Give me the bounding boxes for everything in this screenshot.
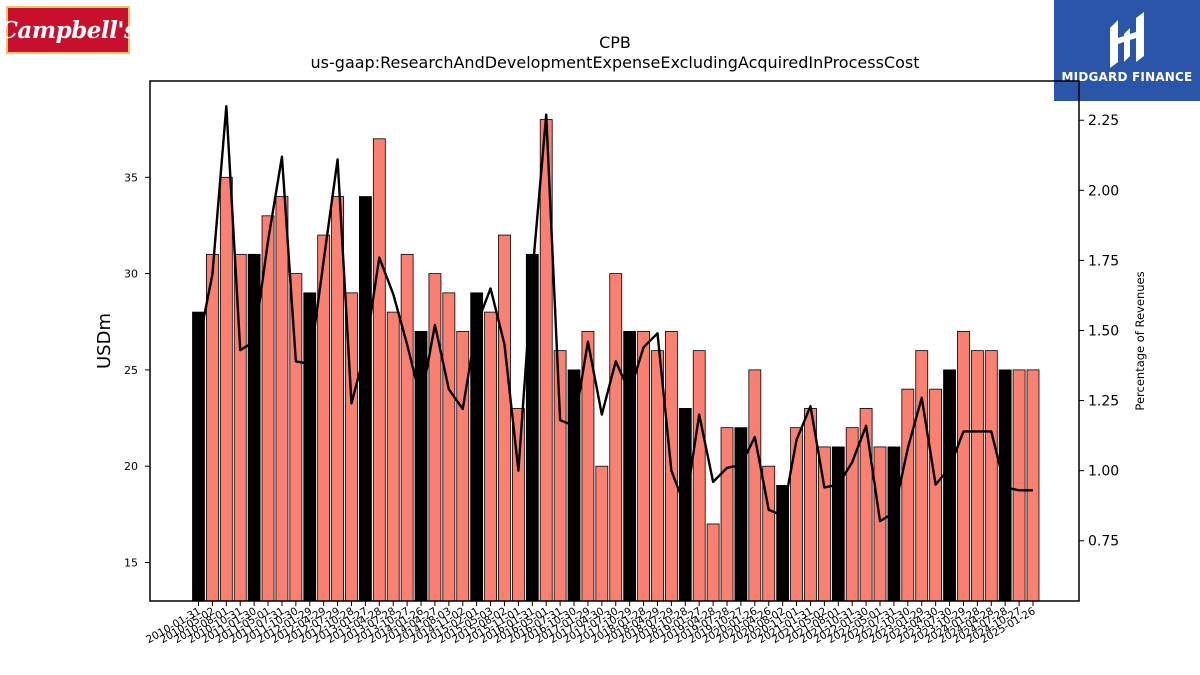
bar-2010-10-31 <box>233 253 247 602</box>
chart-subtitle: us-gaap:ResearchAndDevelopmentExpenseExc… <box>311 53 920 72</box>
bar-2021-05-02 <box>817 446 831 602</box>
bar-2010-01-31 <box>192 311 205 602</box>
bar-2010-05-02 <box>206 253 219 602</box>
bar-2018-04-29 <box>651 350 664 602</box>
y2-axis-label: Percentage of Revenues <box>1133 271 1147 410</box>
bar-2015-05-03 <box>484 311 497 602</box>
campbells-logo: Campbell's <box>0 6 137 54</box>
y2-tick-label: 1.00 <box>1088 464 1119 480</box>
y-tick-label: 20 <box>124 460 138 473</box>
plot-frame <box>149 80 1080 602</box>
axes-layer: 15202530350.751.001.251.501.752.002.2520… <box>124 113 1119 646</box>
bar-2023-01-29 <box>915 350 929 602</box>
y-tick-label: 30 <box>124 268 138 281</box>
bar-2019-01-27 <box>692 350 706 602</box>
bar-2020-08-02 <box>776 485 790 602</box>
campbells-logo-text: Campbell's <box>0 16 137 44</box>
y-axis-label: USDm <box>94 313 115 369</box>
y2-tick-label: 1.50 <box>1088 323 1119 339</box>
bar-2019-10-27 <box>734 427 748 602</box>
bar-2015-08-02 <box>498 234 511 602</box>
bar-2019-07-28 <box>720 427 734 602</box>
bar-2022-07-31 <box>887 446 901 602</box>
y-tick-label: 25 <box>124 364 138 377</box>
y2-tick-label: 0.75 <box>1088 534 1119 550</box>
bar-2015-02-01 <box>470 292 484 602</box>
bar-2017-04-30 <box>595 465 609 602</box>
bar-2025-01-26 <box>1026 369 1040 602</box>
bar-2019-04-28 <box>706 523 720 602</box>
y2-tick-label: 2.00 <box>1088 183 1119 199</box>
bar-2012-07-29 <box>331 196 344 602</box>
bar-2014-04-27 <box>428 273 442 602</box>
y-tick-label: 15 <box>124 556 138 569</box>
bar-2017-10-29 <box>623 330 637 602</box>
bar-2014-11-02 <box>456 330 470 602</box>
bar-2010-08-01 <box>219 176 233 602</box>
bar-2013-01-27 <box>358 196 372 602</box>
bar-2017-07-30 <box>609 273 623 602</box>
y2-tick-label: 2.25 <box>1088 113 1119 129</box>
bar-2023-07-30 <box>943 369 956 602</box>
midgard-logo-icon <box>1110 12 1144 68</box>
bar-2016-01-31 <box>525 253 539 602</box>
y2-tick-label: 1.25 <box>1088 394 1119 410</box>
y-tick-label: 35 <box>124 171 138 184</box>
bar-2020-01-26 <box>748 369 762 602</box>
bar-2022-05-01 <box>873 446 887 602</box>
bar-2013-04-28 <box>372 138 386 602</box>
bar-2024-01-28 <box>970 350 984 602</box>
pct-revenue-line <box>197 105 1033 523</box>
bar-2018-01-28 <box>637 330 650 602</box>
bar-2024-10-27 <box>1012 369 1026 602</box>
bar-2016-07-31 <box>553 350 567 602</box>
bar-2023-04-30 <box>929 388 943 602</box>
bar-2022-10-30 <box>901 388 915 602</box>
chart-title: CPB <box>599 33 631 52</box>
line-layer <box>197 105 1033 523</box>
bar-2020-11-01 <box>790 427 803 602</box>
bar-2021-08-01 <box>831 446 845 602</box>
y2-tick-label: 1.75 <box>1088 253 1119 269</box>
midgard-logo-text: MIDGARD FINANCE <box>1061 70 1193 84</box>
bar-2013-07-28 <box>386 311 400 602</box>
bar-2011-07-31 <box>275 196 289 602</box>
bar-2011-10-30 <box>289 273 303 602</box>
bar-2024-04-28 <box>984 350 998 602</box>
midgard-finance-watermark: MIDGARD FINANCE <box>1054 0 1200 101</box>
bar-2013-10-27 <box>400 253 414 602</box>
bar-2023-10-29 <box>957 330 970 602</box>
bar-2014-08-03 <box>442 292 456 602</box>
